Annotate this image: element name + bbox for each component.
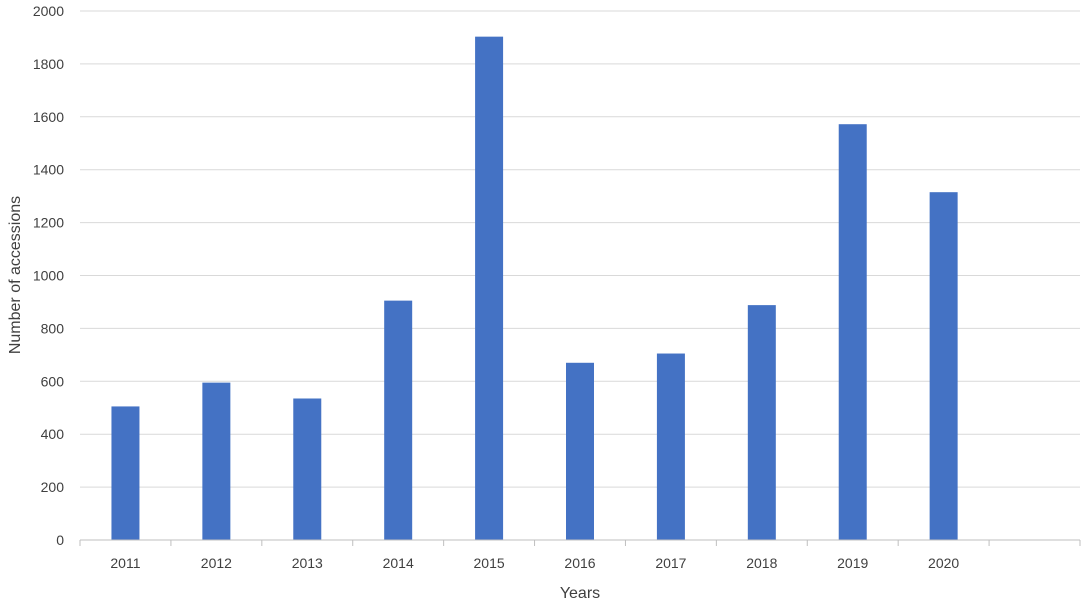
y-axis-title: Number of accessions [7, 196, 24, 354]
y-tick-label: 1600 [33, 109, 64, 125]
x-axis-title: Years [560, 585, 600, 601]
bar-2015 [475, 36, 504, 541]
gridlines [80, 10, 1080, 488]
y-tick-label: 600 [41, 373, 65, 389]
bar-2014 [384, 300, 413, 540]
bar-2020 [929, 192, 958, 540]
y-tick-label: 2000 [33, 3, 64, 19]
y-tick-label: 0 [56, 532, 64, 548]
y-tick-label: 1000 [33, 268, 64, 284]
x-tick-label: 2019 [837, 555, 868, 571]
bar-2011 [111, 406, 140, 540]
x-tick-label: 2014 [383, 555, 414, 571]
bar-2012 [202, 382, 231, 540]
y-tick-label: 800 [41, 320, 65, 336]
bar-2019 [838, 124, 867, 541]
x-tick-label: 2017 [655, 555, 686, 571]
x-tick-label: 2015 [474, 555, 505, 571]
bar-2016 [566, 362, 594, 540]
bar-2013 [293, 398, 322, 540]
x-axis [79, 539, 1081, 546]
bars [111, 36, 958, 541]
x-tick-label: 2012 [201, 555, 232, 571]
x-tick-label: 2013 [292, 555, 323, 571]
y-tick-label: 1400 [33, 162, 64, 178]
y-tick-label: 1800 [33, 56, 64, 72]
bar-2018 [747, 305, 776, 540]
x-tick-label: 2011 [110, 555, 140, 571]
y-tick-label: 400 [41, 426, 65, 442]
x-tick-label: 2018 [746, 555, 777, 571]
y-tick-label: 1200 [33, 215, 64, 231]
y-tick-label: 200 [41, 479, 65, 495]
x-tick-label: 2016 [564, 555, 595, 571]
y-tick-labels: 0 200 400 600 800 1000 1200 1400 1600 1800 2000 [33, 3, 64, 548]
bar-2017 [656, 353, 685, 540]
x-tick-label: 2020 [928, 555, 959, 571]
x-tick-labels: 2011 2012 2013 2014 2015 2016 2017 2018 2019 2020 [110, 555, 959, 571]
